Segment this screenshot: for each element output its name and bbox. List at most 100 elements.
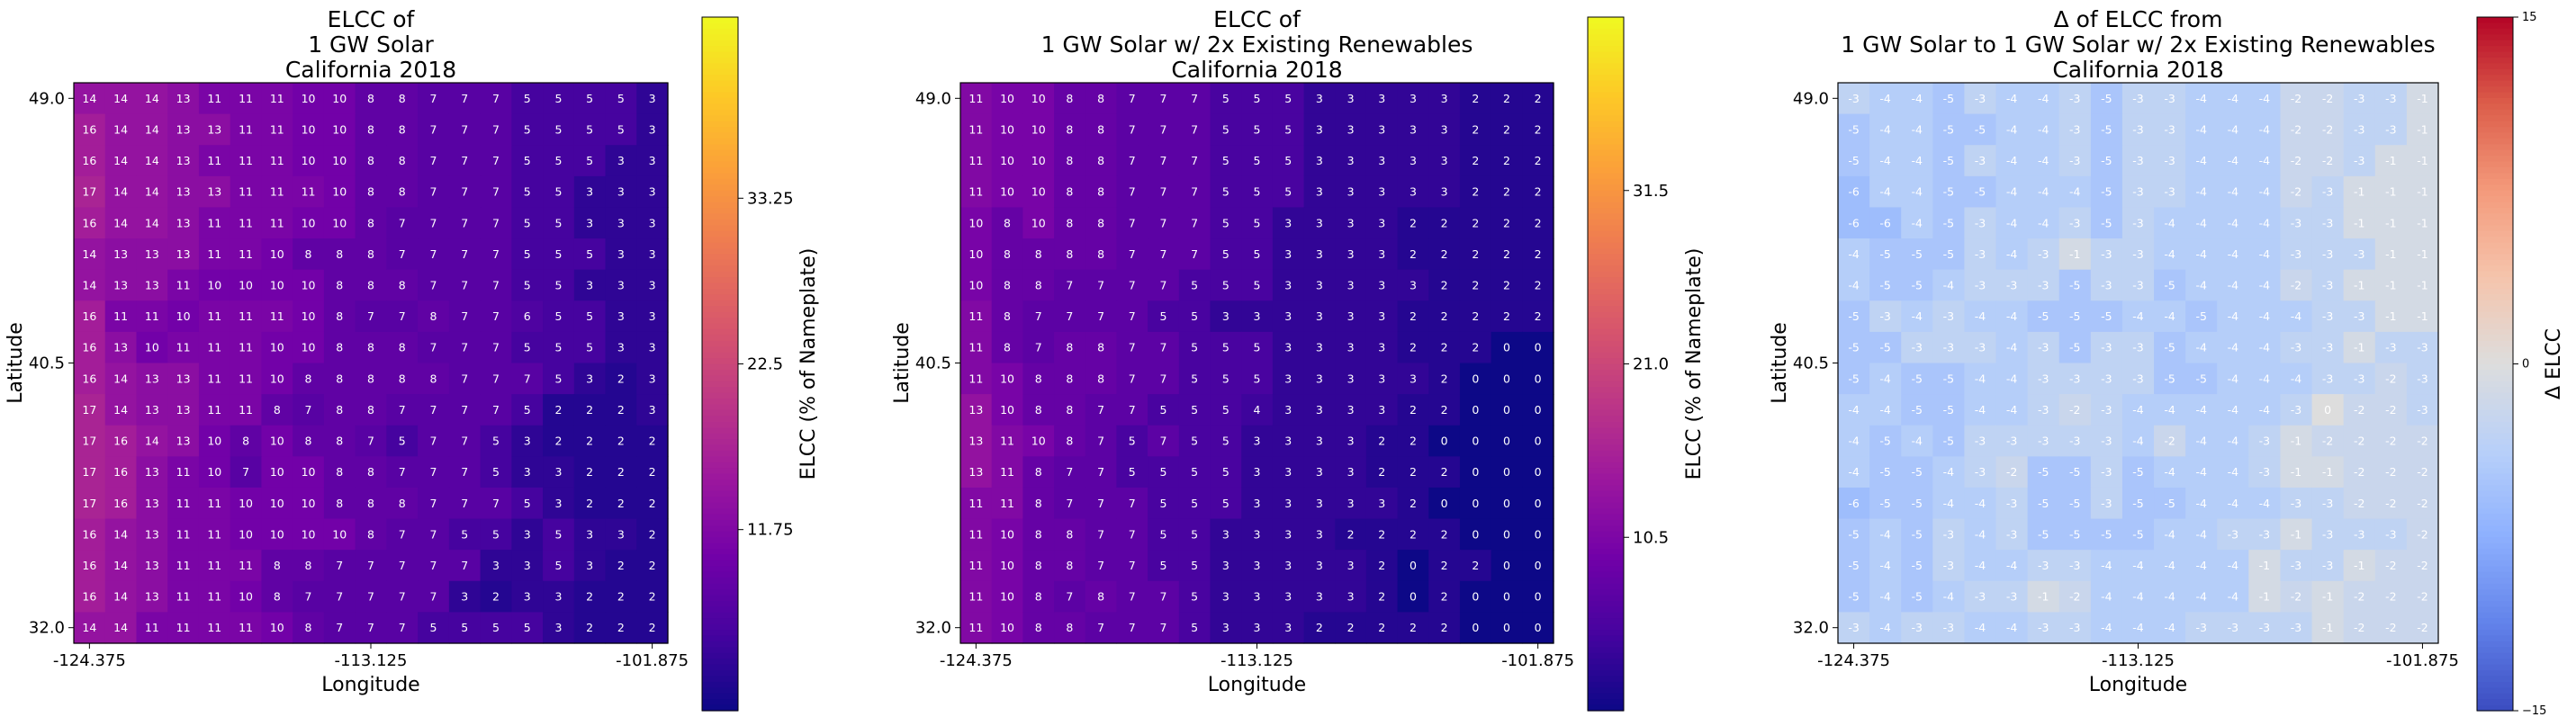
colorbar-segment bbox=[2477, 578, 2513, 585]
heatmap-cell bbox=[1838, 145, 1870, 177]
heatmap-cell bbox=[323, 300, 356, 333]
cell-value-label: -5 bbox=[1943, 247, 1954, 261]
cell-value-label: 7 bbox=[1191, 122, 1198, 136]
colorbar-segment bbox=[2477, 473, 2513, 480]
heatmap-cell bbox=[1964, 175, 1997, 209]
cell-value-label: -1 bbox=[2417, 309, 2427, 323]
cell-value-label: 11 bbox=[968, 122, 983, 136]
heatmap-cell bbox=[1995, 612, 2029, 644]
cell-value-label: 2 bbox=[1410, 309, 1417, 323]
cell-value-label: 8 bbox=[399, 154, 406, 167]
heatmap-cell bbox=[2217, 113, 2249, 146]
cell-value-label: -4 bbox=[2164, 465, 2175, 479]
colorbar-label: ELCC (% of Nameplate) bbox=[1683, 248, 1706, 480]
heatmap-cell bbox=[1085, 113, 1118, 146]
cell-value-label: 8 bbox=[429, 372, 437, 385]
cell-value-label: 11 bbox=[968, 154, 983, 167]
cell-value-label: 13 bbox=[145, 465, 159, 479]
cell-value-label: 10 bbox=[302, 154, 316, 167]
cell-value-label: 2 bbox=[1535, 216, 1542, 229]
heatmap-cell bbox=[1148, 175, 1180, 209]
cell-value-label: 0 bbox=[1472, 465, 1479, 479]
cell-value-label: 3 bbox=[1316, 309, 1323, 323]
y-tick-label: 40.5 bbox=[1793, 354, 1829, 373]
cell-value-label: 2 bbox=[1535, 309, 1542, 323]
cell-value-label: 11 bbox=[239, 247, 253, 261]
cell-value-label: 10 bbox=[239, 278, 253, 291]
cell-value-label: -4 bbox=[2101, 621, 2112, 634]
heatmap-cell bbox=[1210, 238, 1242, 271]
cell-value-label: 8 bbox=[1035, 527, 1042, 541]
cell-value-label: 5 bbox=[1254, 372, 1261, 385]
cell-value-label: 3 bbox=[586, 559, 593, 572]
heatmap-cell bbox=[2406, 269, 2439, 301]
cell-value-label: -5 bbox=[1943, 216, 1954, 229]
cell-value-label: -3 bbox=[2259, 465, 2270, 479]
cell-value-label: 8 bbox=[1097, 590, 1104, 604]
cell-value-label: -3 bbox=[1975, 247, 1986, 261]
heatmap-cell bbox=[511, 300, 544, 333]
heatmap-cell bbox=[167, 113, 200, 146]
heatmap-cell bbox=[1303, 363, 1336, 395]
cell-value-label: 2 bbox=[1503, 247, 1510, 261]
cell-value-label: -1 bbox=[2322, 590, 2333, 604]
colorbar-segment bbox=[1588, 392, 1624, 399]
heatmap-cell bbox=[1022, 580, 1055, 613]
cell-value-label: 11 bbox=[145, 621, 159, 634]
cell-value-label: 11 bbox=[239, 216, 253, 229]
cell-value-label: -1 bbox=[2354, 559, 2364, 572]
cell-value-label: 0 bbox=[1441, 497, 1448, 510]
cell-value-label: 5 bbox=[586, 154, 593, 167]
cell-value-label: 7 bbox=[1035, 341, 1042, 354]
cell-value-label: 11 bbox=[176, 341, 191, 354]
heatmap-cell bbox=[136, 331, 168, 364]
heatmap-cell bbox=[2406, 207, 2439, 239]
cell-value-label: -4 bbox=[2038, 122, 2049, 136]
cell-value-label: 3 bbox=[1347, 92, 1355, 105]
cell-value-label: 8 bbox=[1066, 341, 1073, 354]
heatmap-cell bbox=[1178, 113, 1211, 146]
heatmap-cell bbox=[2406, 238, 2439, 271]
heatmap-cell bbox=[1397, 269, 1429, 301]
heatmap-cell bbox=[1428, 83, 1461, 115]
heatmap-cell bbox=[2058, 300, 2092, 333]
heatmap-cell bbox=[1397, 518, 1429, 551]
colorbar-segment bbox=[2477, 103, 2513, 111]
cell-value-label: 14 bbox=[113, 621, 128, 634]
cell-value-label: -2 bbox=[2354, 621, 2364, 634]
cell-value-label: -1 bbox=[2354, 185, 2364, 199]
cell-value-label: -4 bbox=[2006, 341, 2018, 354]
cell-value-label: 5 bbox=[1191, 497, 1198, 510]
colorbar-segment bbox=[2477, 514, 2513, 521]
heatmap-cell bbox=[2185, 550, 2218, 582]
cell-value-label: 7 bbox=[1097, 527, 1104, 541]
heatmap-cell bbox=[136, 269, 168, 301]
cell-value-label: 11 bbox=[176, 527, 191, 541]
heatmap-cell bbox=[1335, 175, 1367, 209]
heatmap-cell bbox=[198, 207, 231, 239]
heatmap-cell bbox=[2027, 300, 2060, 333]
x-tick-label: -113.125 bbox=[335, 651, 408, 670]
cell-value-label: -2 bbox=[2322, 154, 2333, 167]
cell-value-label: -2 bbox=[2322, 122, 2333, 136]
heatmap-cell bbox=[1085, 550, 1118, 582]
cell-value-label: -1 bbox=[2417, 122, 2427, 136]
heatmap-cell bbox=[1303, 487, 1336, 520]
cell-value-label: -5 bbox=[1848, 341, 1859, 354]
cell-value-label: -4 bbox=[2164, 527, 2175, 541]
cell-value-label: 3 bbox=[649, 185, 656, 199]
cell-value-label: -5 bbox=[2069, 497, 2080, 510]
heatmap-cell bbox=[1459, 425, 1492, 457]
cell-value-label: 2 bbox=[586, 590, 593, 604]
cell-value-label: -3 bbox=[2291, 247, 2301, 261]
cell-value-label: 3 bbox=[617, 185, 625, 199]
heatmap-cell bbox=[2185, 363, 2218, 395]
cell-value-label: 14 bbox=[113, 590, 128, 604]
heatmap-cell bbox=[1022, 394, 1055, 426]
cell-value-label: 7 bbox=[492, 247, 500, 261]
heatmap-cell bbox=[2374, 269, 2408, 301]
cell-value-label: 8 bbox=[336, 403, 343, 417]
cell-value-label: 7 bbox=[429, 216, 437, 229]
heatmap-cell bbox=[386, 83, 419, 115]
heatmap-cell bbox=[1116, 331, 1148, 364]
